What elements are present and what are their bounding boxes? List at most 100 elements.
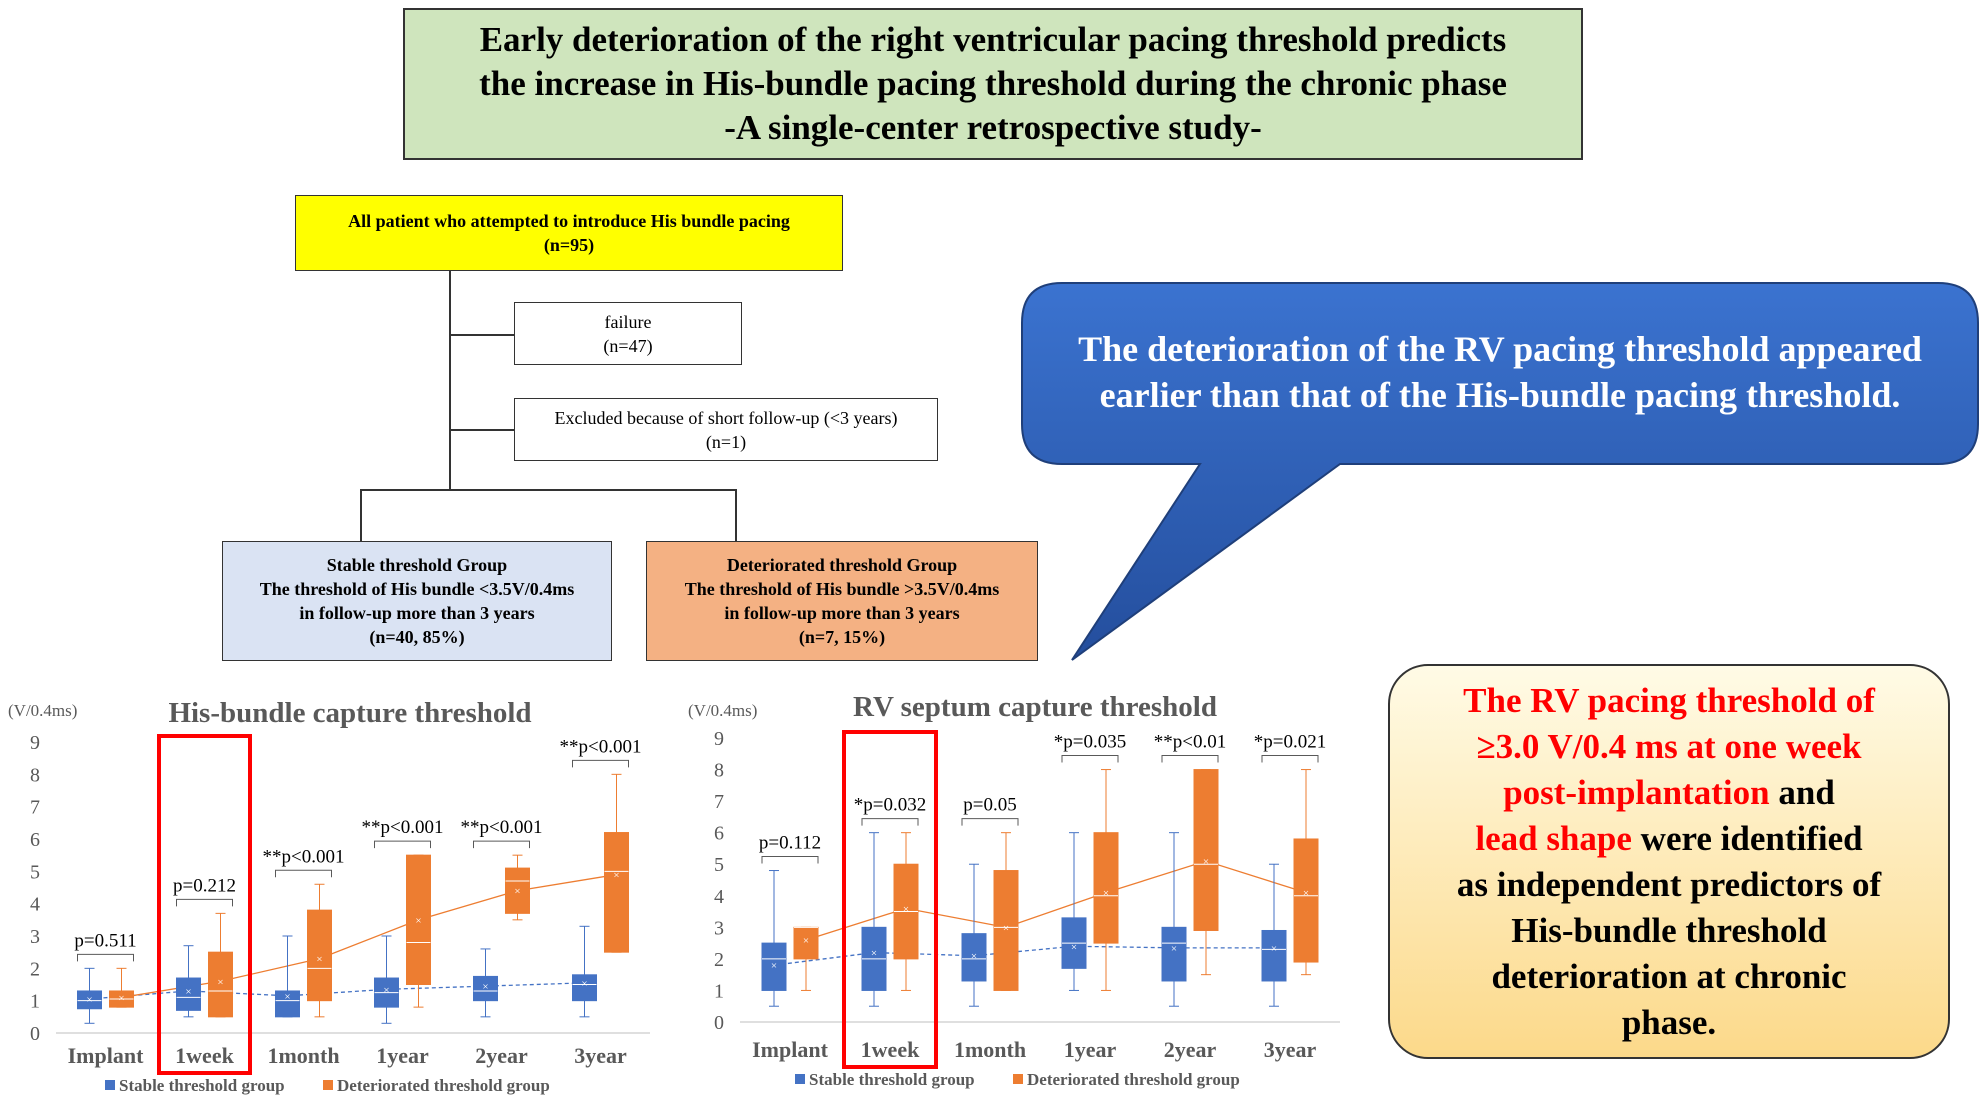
p-value-bracket	[77, 953, 134, 962]
flow-stable-group: Stable threshold Group The threshold of …	[222, 541, 612, 661]
flow-deteriorated-group: Deteriorated threshold Group The thresho…	[646, 541, 1038, 661]
y-tick-label: 1	[30, 991, 40, 1013]
y-axis-unit: (V/0.4ms)	[8, 701, 77, 720]
p-value-label: **p<0.001	[461, 817, 543, 838]
conclusion-line4: lead shape were identified	[1475, 816, 1862, 862]
flow-stable-line2: The threshold of His bundle <3.5V/0.4ms	[259, 579, 575, 599]
y-tick-label: 8	[714, 760, 724, 782]
conclusion-box: The RV pacing threshold of ≥3.0 V/0.4 ms…	[1388, 664, 1950, 1059]
box-deteriorated	[505, 867, 530, 914]
p-value-label: **p<0.001	[560, 736, 642, 757]
p-value-bracket	[572, 759, 629, 768]
x-tick-label: 1month	[954, 1037, 1026, 1062]
x-tick-label: 1year	[1064, 1037, 1117, 1062]
flow-connector	[449, 334, 514, 336]
box-deteriorated	[208, 951, 233, 1018]
flow-stable-line3: in follow-up more than 3 years	[299, 603, 535, 623]
highlight-frame	[157, 734, 252, 1075]
y-tick-label: 0	[714, 1012, 724, 1034]
y-tick-label: 5	[714, 854, 724, 876]
mean-marker-deteriorated: ×	[514, 886, 520, 898]
mean-marker-deteriorated: ×	[803, 935, 809, 947]
conclusion-text-and: and	[1769, 772, 1835, 812]
mean-marker-deteriorated: ×	[118, 992, 124, 1004]
flow-connector	[360, 489, 362, 541]
y-axis-unit: (V/0.4ms)	[688, 701, 757, 720]
box-stable	[961, 933, 987, 982]
box-deteriorated	[1193, 769, 1219, 931]
flow-all-line1: All patient who attempted to introduce H…	[348, 211, 790, 231]
mean-marker-deteriorated: ×	[316, 954, 322, 966]
flow-deteriorated-line3: in follow-up more than 3 years	[724, 603, 960, 623]
box-stable	[275, 990, 300, 1018]
p-value-bracket	[1161, 755, 1219, 763]
mean-marker-deteriorated: ×	[903, 903, 909, 915]
conclusion-line6: His-bundle threshold	[1511, 910, 1827, 950]
flow-deteriorated-line4: (n=7, 15%)	[798, 627, 886, 647]
y-tick-label: 1	[714, 980, 724, 1002]
box-stable	[761, 942, 787, 991]
conclusion-highlight-post: post-implantation	[1503, 772, 1770, 812]
x-tick-label: Implant	[68, 1043, 144, 1068]
y-tick-label: 8	[30, 764, 40, 786]
legend-label: Stable threshold group	[809, 1070, 975, 1089]
x-tick-label: 1month	[267, 1043, 339, 1068]
box-deteriorated	[793, 926, 819, 960]
y-tick-label: 3	[30, 926, 40, 948]
conclusion-line5: as independent predictors of	[1456, 864, 1882, 904]
y-tick-label: 7	[30, 797, 40, 819]
highlight-frame	[842, 730, 938, 1069]
x-tick-label: 1week	[861, 1037, 920, 1062]
p-value-label: **p<0.001	[263, 846, 345, 867]
legend-swatch-deteriorated	[323, 1080, 333, 1090]
p-value-label: *p=0.021	[1254, 732, 1326, 753]
callout-line2: earlier than that of the His-bundle paci…	[1099, 375, 1901, 415]
mean-marker-deteriorated: ×	[415, 915, 421, 927]
chart-title: RV septum capture threshold	[853, 691, 1217, 723]
mean-marker-stable: ×	[971, 951, 977, 963]
chart-title: His-bundle capture threshold	[168, 697, 531, 729]
box-deteriorated	[1293, 838, 1319, 963]
mean-marker-stable: ×	[185, 986, 191, 998]
flow-stable-line1: Stable threshold Group	[326, 555, 508, 575]
mean-marker-stable: ×	[1171, 943, 1177, 955]
p-value-label: p=0.05	[963, 795, 1016, 816]
y-tick-label: 4	[714, 886, 724, 908]
p-value-bracket	[761, 856, 819, 864]
flow-failure-line2: (n=47)	[603, 335, 653, 356]
p-value-bracket	[374, 840, 431, 849]
box-deteriorated	[604, 832, 629, 953]
p-value-bracket	[961, 818, 1019, 826]
box-stable	[572, 974, 597, 1002]
mean-line-stable	[773, 945, 1274, 966]
x-tick-label: 1week	[175, 1043, 234, 1068]
mean-line-deteriorated	[121, 873, 617, 999]
conclusion-highlight-lead: lead shape	[1475, 818, 1632, 858]
y-tick-label: 4	[30, 894, 40, 916]
p-value-bracket	[861, 818, 919, 826]
legend-label: Deteriorated threshold group	[337, 1076, 550, 1095]
mean-marker-deteriorated: ×	[1103, 888, 1109, 900]
box-stable	[473, 975, 498, 1002]
y-tick-label: 9	[30, 732, 40, 754]
p-value-bracket	[1061, 755, 1119, 763]
his-bundle-chart: His-bundle capture threshold (V/0.4ms) 0 1 2…	[8, 697, 650, 1095]
y-tick-label: 2	[30, 958, 40, 980]
mean-marker-deteriorated: ×	[613, 870, 619, 882]
legend-label: Stable threshold group	[119, 1076, 285, 1095]
flow-all-patients: All patient who attempted to introduce H…	[295, 195, 843, 271]
legend-swatch-deteriorated	[1013, 1074, 1023, 1084]
box-stable	[1261, 929, 1287, 982]
conclusion-line3: post-implantation and	[1503, 770, 1835, 816]
y-tick-label: 6	[714, 823, 724, 845]
legend-label: Deteriorated threshold group	[1027, 1070, 1240, 1089]
y-tick-label: 5	[30, 861, 40, 883]
p-value-bracket	[473, 840, 530, 849]
flow-failure: failure (n=47)	[514, 302, 742, 365]
flow-deteriorated-line1: Deteriorated threshold Group	[726, 555, 958, 575]
x-tick-label: 2year	[475, 1043, 528, 1068]
p-value-label: p=0.511	[74, 930, 136, 951]
mean-marker-deteriorated: ×	[1203, 856, 1209, 868]
y-tick-label: 6	[30, 829, 40, 851]
conclusion-text-were: were identified	[1631, 818, 1863, 858]
